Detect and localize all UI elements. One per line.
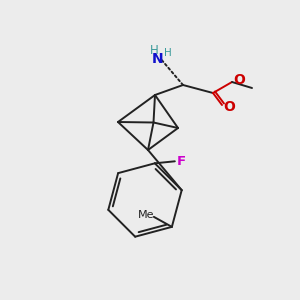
Text: O: O [233,73,245,87]
Text: F: F [176,155,185,168]
Text: Me: Me [138,210,154,220]
Text: H: H [150,44,158,56]
Text: H: H [164,48,172,58]
Text: O: O [223,100,235,114]
Text: N: N [152,52,164,66]
